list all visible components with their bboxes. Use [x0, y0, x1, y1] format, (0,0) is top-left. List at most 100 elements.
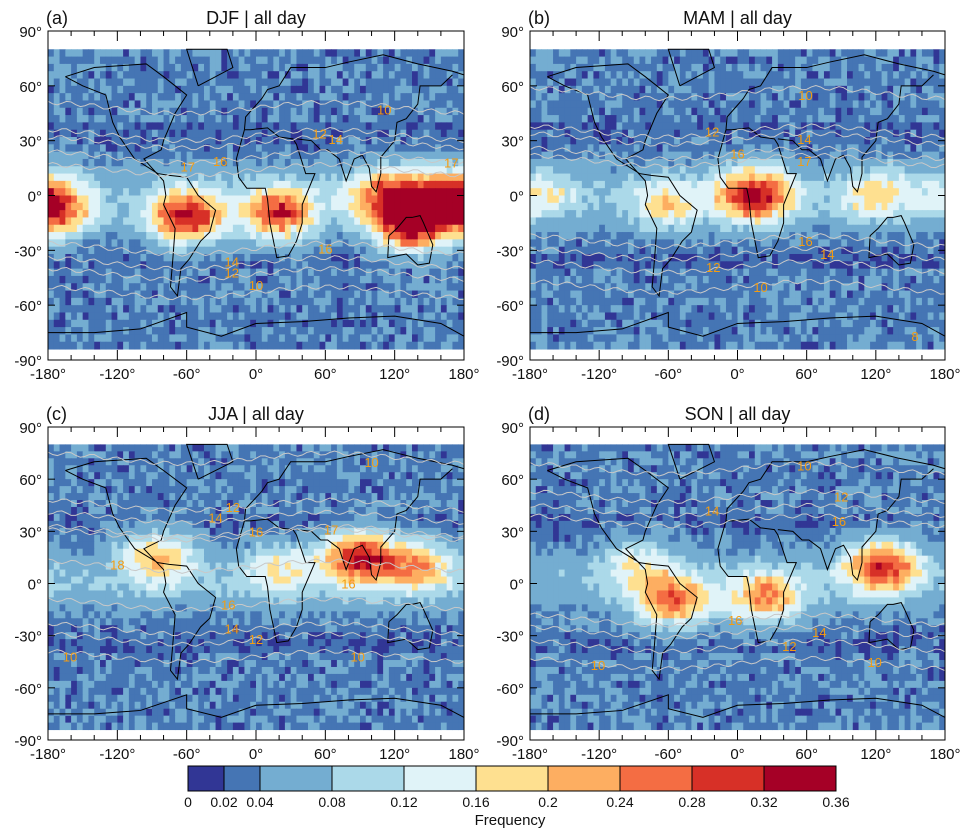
heatmap-cell [541, 71, 548, 80]
heatmap-cell [662, 144, 669, 153]
heatmap-cell [633, 122, 641, 131]
heatmap-cell [743, 71, 750, 80]
heatmap-cell [221, 63, 228, 72]
heatmap-cell [852, 122, 860, 131]
heatmap-cell [400, 312, 407, 321]
heatmap-cell [94, 107, 101, 116]
contour-label: 17 [444, 156, 458, 171]
heatmap-cell [250, 217, 257, 226]
heatmap-cell [766, 100, 773, 109]
heatmap-cell [651, 122, 658, 131]
heatmap-cell [651, 144, 658, 153]
heatmap-cell [429, 283, 436, 292]
heatmap-cell [180, 305, 188, 313]
heatmap-cell [622, 100, 629, 109]
heatmap-cell [452, 305, 459, 313]
heatmap-cell [645, 78, 652, 87]
heatmap-cell [377, 78, 384, 87]
heatmap-cell [599, 137, 606, 145]
heatmap-cell [921, 115, 929, 123]
heatmap-cell [754, 202, 762, 211]
heatmap-cell [720, 71, 727, 80]
heatmap-cell [858, 71, 865, 80]
heatmap-cell [627, 100, 635, 109]
heatmap-cell [852, 78, 860, 87]
heatmap-cell [123, 71, 130, 80]
heatmap-cell [134, 195, 141, 204]
heatmap-cell [812, 217, 819, 226]
heatmap-cell [157, 188, 165, 196]
heatmap-cell [458, 49, 465, 58]
heatmap-cell [429, 290, 436, 299]
heatmap-cell [823, 144, 831, 153]
heatmap-cell [360, 283, 367, 292]
heatmap-cell [916, 202, 923, 211]
heatmap-cell [893, 137, 900, 145]
heatmap-cell [175, 217, 182, 226]
heatmap-cell [440, 253, 448, 262]
heatmap-cell [633, 71, 641, 80]
heatmap-cell [365, 166, 373, 175]
heatmap-cell [656, 158, 664, 167]
heatmap-cell [146, 115, 153, 123]
heatmap-cell [388, 122, 396, 131]
heatmap-cell [553, 158, 560, 167]
heatmap-cell [65, 232, 72, 240]
heatmap-cell [227, 224, 234, 233]
heatmap-cell [232, 93, 240, 101]
heatmap-cell [117, 268, 124, 277]
heatmap-cell [169, 158, 176, 167]
heatmap-cell [406, 210, 413, 218]
heatmap-cell [48, 239, 55, 248]
heatmap-cell [157, 210, 165, 218]
heatmap-cell [360, 319, 367, 328]
heatmap-cell [406, 129, 413, 138]
heatmap-cell [818, 166, 825, 175]
heatmap-cell [360, 158, 367, 167]
heatmap-cell [452, 268, 459, 277]
heatmap-cell [904, 210, 911, 218]
heatmap-cell [645, 71, 652, 80]
heatmap-cell [904, 100, 911, 109]
heatmap-cell [394, 261, 401, 270]
heatmap-cell [134, 283, 141, 292]
heatmap-cell [406, 283, 413, 292]
heatmap-cell [725, 195, 733, 204]
heatmap-cell [812, 144, 819, 153]
heatmap-cell [823, 93, 831, 101]
heatmap-cell [400, 334, 407, 343]
heatmap-cell [777, 188, 785, 196]
heatmap-cell [587, 107, 594, 116]
heatmap-cell [284, 63, 292, 72]
heatmap-cell [939, 63, 946, 72]
heatmap-cell [777, 56, 785, 65]
heatmap-cell [760, 93, 767, 101]
heatmap-cell [760, 195, 767, 204]
heatmap-cell [71, 78, 78, 87]
heatmap-cell [423, 239, 430, 248]
heatmap-cell [553, 115, 560, 123]
heatmap-cell [48, 56, 55, 65]
heatmap-cell [616, 100, 623, 109]
heatmap-cell [261, 85, 269, 94]
heatmap-cell [221, 151, 228, 160]
heatmap-cell [772, 210, 779, 218]
heatmap-cell [169, 224, 176, 233]
heatmap-cell [354, 151, 361, 160]
heatmap-cell [192, 224, 199, 233]
heatmap-cell [319, 253, 326, 262]
heatmap-cell [180, 56, 188, 65]
heatmap-cell [313, 71, 321, 80]
heatmap-cell [708, 166, 715, 175]
heatmap-cell [651, 85, 658, 94]
heatmap-cell [204, 297, 211, 306]
heatmap-cell [82, 63, 89, 72]
heatmap-cell [645, 232, 652, 240]
heatmap-cell [111, 144, 118, 153]
heatmap-cell [927, 78, 934, 87]
heatmap-cell [714, 224, 721, 233]
heatmap-cell [71, 202, 78, 211]
heatmap-cell [423, 129, 430, 138]
heatmap-cell [365, 210, 373, 218]
heatmap-cell [296, 78, 303, 87]
